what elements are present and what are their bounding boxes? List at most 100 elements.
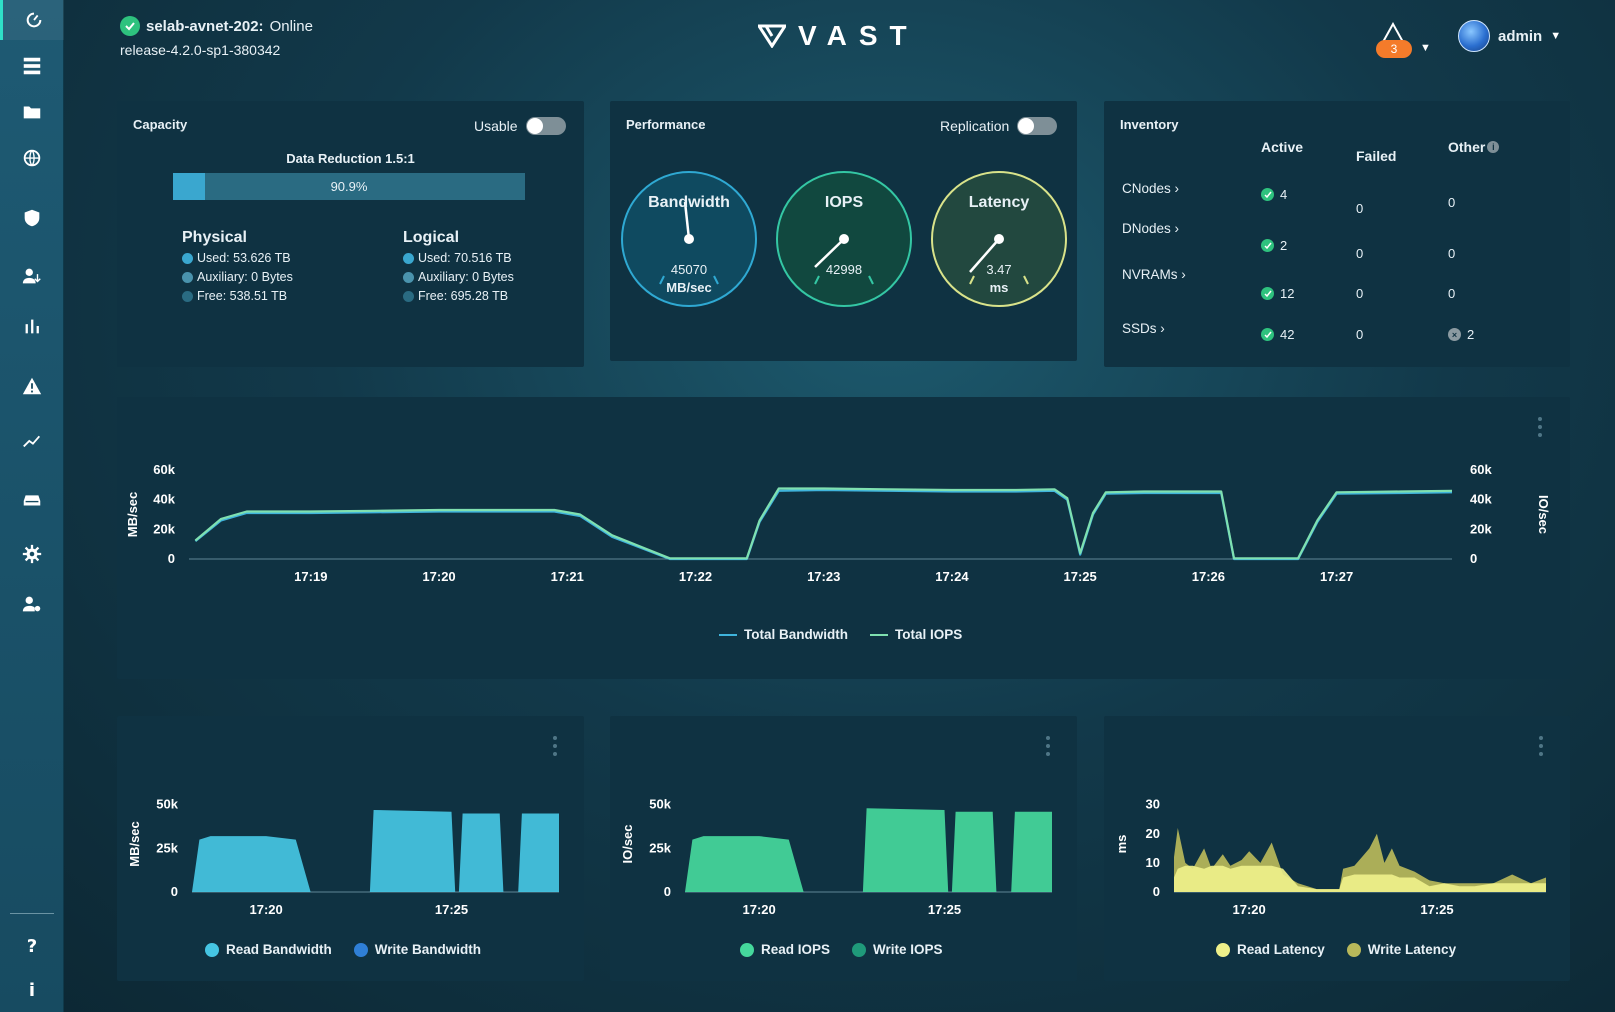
check-icon [1261, 287, 1274, 300]
info-icon[interactable]: i [1487, 141, 1500, 153]
cnodes-failed: 0 [1356, 201, 1364, 216]
legend-read-iops[interactable]: Read IOPS [740, 942, 830, 957]
legend-label: Total IOPS [895, 627, 963, 642]
performance-card: Performance Replication Bandwidth 45070 … [610, 101, 1077, 361]
cnodes-active-count: 4 [1280, 187, 1288, 202]
hardware-drive-icon [23, 495, 41, 506]
nav-network[interactable] [0, 138, 64, 178]
cluster-name: selab-avnet-202: [146, 17, 264, 35]
used-dot-icon [403, 253, 414, 264]
capacity-bar: 90.9% [173, 173, 525, 200]
inventory-row-cnodes[interactable]: CNodes › [1122, 181, 1180, 196]
total-performance-card: 0 20k 40k 60k 0 20k 40k 60k 17:19 17:20 17:21 17:22… [117, 397, 1570, 679]
nav-hardware[interactable] [0, 480, 64, 520]
latency-breakdown-chart: 0 10 20 30 17:20 17:25 ms [1114, 797, 1546, 917]
y-axis-label: ms [1114, 835, 1129, 854]
cluster-status: selab-avnet-202: Online release-4.2.0-sp… [120, 16, 313, 58]
y-tick-label: 20 [1146, 826, 1160, 841]
chart-menu-button[interactable] [1538, 736, 1544, 756]
chart-menu-button[interactable] [552, 736, 558, 756]
y-axis-label: MB/sec [127, 821, 142, 867]
x-tick-label: 17:25 [1064, 569, 1097, 584]
user-menu[interactable]: admin ▼ [1458, 20, 1561, 52]
y-axis-label: MB/sec [125, 492, 140, 538]
latency-gauge[interactable]: Latency 3.47 ms [930, 170, 1068, 308]
latency-gauge-value: 3.47 [986, 262, 1012, 277]
y-tick-label: 25k [156, 840, 178, 855]
alerts-count-badge: 3 [1376, 40, 1412, 58]
usable-toggle-label: Usable [474, 118, 518, 134]
online-check-icon [120, 16, 140, 36]
legend-write-latency[interactable]: Write Latency [1346, 942, 1456, 957]
x-tick-label: 17:21 [551, 569, 584, 584]
logical-auxiliary: Auxiliary: 0 Bytes [418, 270, 514, 284]
bandwidth-gauge-unit: MB/sec [666, 280, 712, 295]
x-tick-label: 17:20 [422, 569, 455, 584]
nav-dashboard[interactable] [0, 0, 64, 40]
total-performance-chart: 0 20k 40k 60k 0 20k 40k 60k 17:19 17:20 17:21 17:22… [125, 462, 1551, 584]
y-tick-label: 60k [153, 462, 175, 477]
y-tick-label: 40k [153, 492, 175, 507]
replication-toggle[interactable] [1017, 117, 1058, 135]
iops-gauge[interactable]: IOPS 42998 [775, 170, 913, 308]
y2-tick-label: 20k [1470, 521, 1492, 536]
chart-menu-button[interactable] [1045, 736, 1051, 756]
nav-user-management[interactable] [0, 256, 64, 296]
x-tick-label: 17:22 [679, 569, 712, 584]
usable-toggle-group: Usable [474, 117, 566, 135]
user-name: admin [1498, 27, 1543, 45]
help-button[interactable]: ? [0, 926, 64, 966]
x-tick-label: 17:25 [435, 902, 468, 917]
bandwidth-gauge-value: 45070 [670, 262, 708, 277]
legend-read-latency[interactable]: Read Latency [1216, 942, 1325, 957]
cluster-status-text: Online [269, 17, 313, 35]
x-tick-label: 17:19 [294, 569, 327, 584]
nvrams-failed: 0 [1356, 286, 1364, 301]
analytics-trend-icon [23, 435, 41, 448]
inventory-row-ssds[interactable]: SSDs › [1122, 321, 1165, 336]
y2-axis-label: IO/sec [1536, 495, 1551, 534]
alert-triangle-icon [22, 377, 42, 395]
legend-total-bandwidth[interactable]: Total Bandwidth [719, 627, 848, 642]
sidebar-divider [10, 913, 54, 914]
bandwidth-gauge-title: Bandwidth [648, 194, 730, 211]
nav-trends[interactable] [0, 420, 64, 460]
y2-tick-label: 60k [1470, 462, 1492, 477]
legend-write-bandwidth[interactable]: Write Bandwidth [353, 942, 482, 957]
nav-infrastructure[interactable] [0, 46, 64, 86]
read-latency-area [1174, 865, 1546, 892]
chevron-down-icon: ▼ [1420, 42, 1431, 54]
legend-dot-icon [740, 942, 754, 957]
bandwidth-legend: Read Bandwidth Write Bandwidth [205, 942, 481, 957]
server-list-icon [23, 57, 41, 75]
legend-label: Read Bandwidth [226, 942, 332, 957]
physical-free: Free: 538.51 TB [197, 289, 288, 303]
usable-toggle[interactable] [525, 117, 566, 135]
legend-total-iops[interactable]: Total IOPS [870, 627, 962, 642]
latency-gauge-unit: ms [989, 280, 1009, 295]
nav-element-store[interactable] [0, 92, 64, 132]
physical-title: Physical [182, 229, 247, 246]
legend-read-bandwidth[interactable]: Read Bandwidth [205, 942, 332, 957]
inventory-row-nvrams[interactable]: NVRAMs › [1122, 267, 1186, 282]
y-tick-label: 0 [1153, 884, 1160, 899]
nav-settings[interactable] [0, 534, 64, 574]
y2-tick-label: 40k [1470, 492, 1492, 507]
legend-write-iops[interactable]: Write IOPS [852, 942, 943, 957]
nav-analytics[interactable] [0, 306, 64, 346]
ssds-active: 42 [1261, 327, 1294, 342]
data-reduction-label: Data Reduction 1.5:1 [286, 151, 415, 166]
legend-label: Read Latency [1237, 942, 1325, 957]
nav-security[interactable] [0, 198, 64, 238]
bandwidth-breakdown-chart: 0 25k 50k 17:20 17:25 MB/sec [127, 797, 559, 917]
nav-user-settings[interactable] [0, 584, 64, 624]
nav-alerts[interactable] [0, 366, 64, 406]
info-button[interactable]: i [0, 970, 64, 1010]
legend-label: Write Bandwidth [374, 942, 482, 957]
inventory-row-dnodes[interactable]: DNodes › [1122, 221, 1180, 236]
bandwidth-gauge[interactable]: Bandwidth 45070 MB/sec [620, 170, 758, 308]
total-iops-line [194, 487, 1453, 560]
chart-menu-button[interactable] [1537, 417, 1543, 437]
check-icon [1261, 328, 1274, 341]
vast-logo-icon [758, 24, 786, 48]
